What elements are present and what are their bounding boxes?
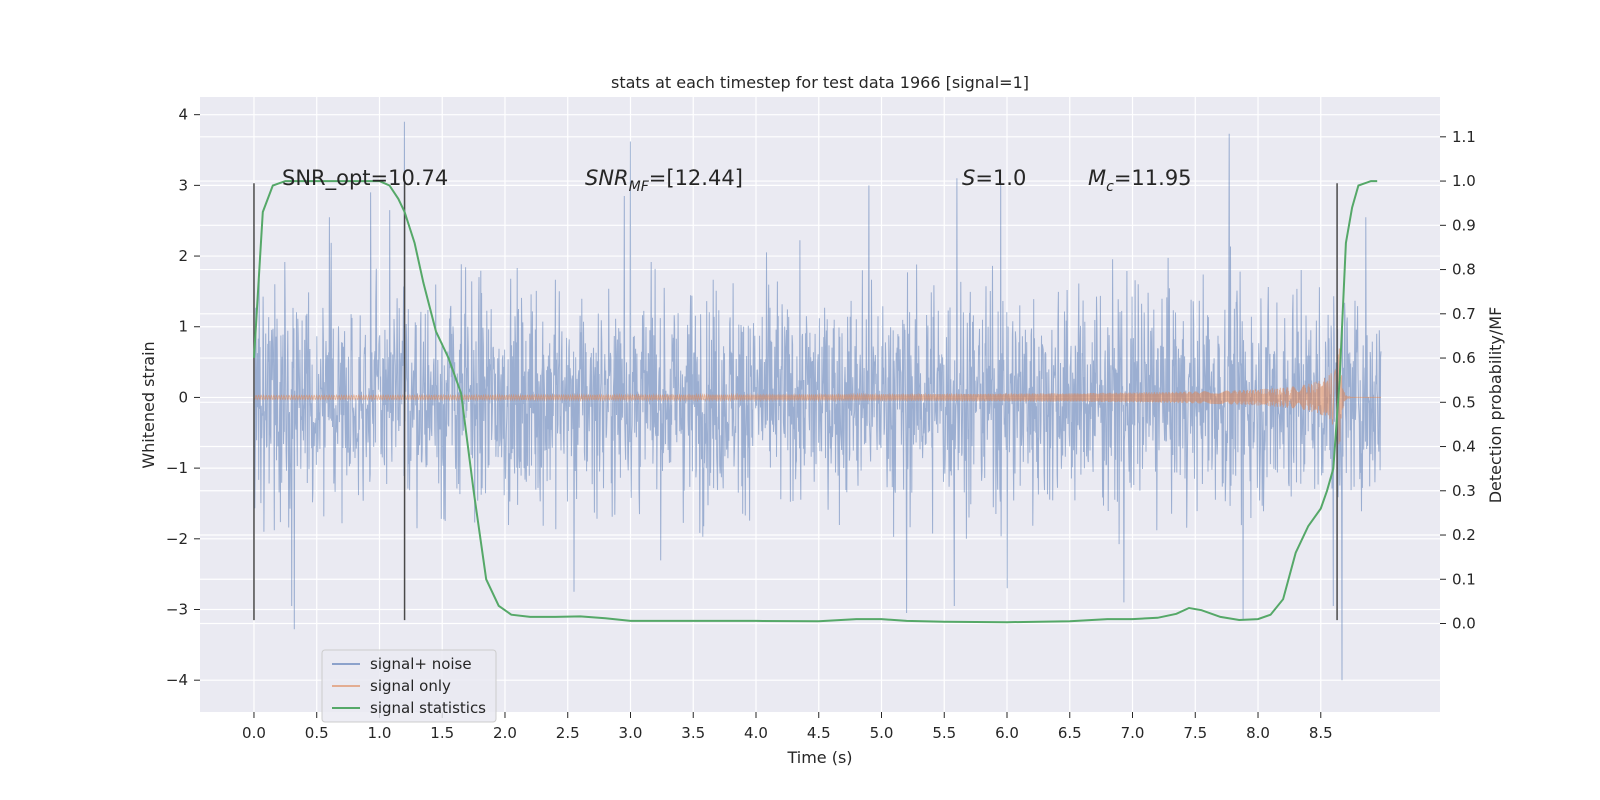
y-left-tick-label: 0 [178, 388, 188, 406]
y-right-tick-label: 0.5 [1452, 393, 1476, 411]
legend: signal+ noise signal only signal statist… [321, 649, 497, 723]
mc-subscript: c [1106, 179, 1114, 195]
x-tick-label: 5.5 [932, 724, 956, 742]
annotation-mc: Mc=11.95 [1088, 166, 1192, 195]
x-tick-label: 6.0 [995, 724, 1019, 742]
y-left-tick-label: −3 [166, 601, 188, 619]
y-right-tick-label: 0.0 [1452, 615, 1476, 633]
y-left-tick-label: −1 [166, 459, 188, 477]
legend-box [321, 649, 497, 723]
x-tick-label: 7.5 [1183, 724, 1207, 742]
x-tick-label: 2.5 [556, 724, 580, 742]
x-tick-label: 1.5 [430, 724, 454, 742]
mc-value: =11.95 [1114, 166, 1192, 190]
y-right-tick-label: 0.4 [1452, 438, 1476, 456]
mc-base: M [1088, 166, 1106, 190]
y-left-tick-label: 4 [178, 106, 188, 124]
x-tick-label: 8.5 [1309, 724, 1333, 742]
x-axis-ticks: 0.0 0.5 1.0 1.5 2.0 2.5 3.0 3.5 4.0 4.5 5.0 5.5 6.0 6… [242, 712, 1333, 742]
y-right-tick-label: 0.8 [1452, 261, 1476, 279]
y-right-axis-ticks: 0.0 0.1 0.2 0.3 0.4 0.5 0.6 0.7 0.8 0.9 1.0 1.1 [1440, 128, 1476, 633]
x-tick-label: 4.0 [744, 724, 768, 742]
x-axis-label: Time (s) [786, 748, 852, 767]
y-right-tick-label: 0.7 [1452, 305, 1476, 323]
y-right-tick-label: 0.1 [1452, 570, 1476, 588]
y-left-tick-label: 1 [178, 318, 188, 336]
x-tick-label: 1.0 [368, 724, 392, 742]
x-tick-label: 8.0 [1246, 724, 1270, 742]
signal-only-line [253, 348, 1381, 445]
legend-label-signal-only: signal only [370, 677, 451, 695]
y-right-tick-label: 1.1 [1452, 128, 1476, 146]
y-right-tick-label: 0.9 [1452, 216, 1476, 234]
x-tick-label: 7.0 [1121, 724, 1145, 742]
y-left-tick-label: −2 [166, 530, 188, 548]
y-left-tick-label: 2 [178, 247, 188, 265]
snr-mf-value: =[12.44] [649, 166, 743, 190]
y-right-tick-label: 0.2 [1452, 526, 1476, 544]
annotation-snr-mf: SNRMF=[12.44] [585, 166, 743, 195]
signal-plus-noise-line [253, 121, 1382, 681]
x-tick-label: 5.0 [870, 724, 894, 742]
y-left-tick-label: 3 [178, 176, 188, 194]
x-tick-label: 3.0 [619, 724, 643, 742]
s-value: =1.0 [975, 166, 1026, 190]
signal-statistics-line [253, 180, 1378, 624]
annotation-s: S=1.0 [962, 166, 1026, 190]
snr-mf-subscript: MF [629, 179, 650, 195]
s-symbol: S [962, 166, 975, 190]
chart-title: stats at each timestep for test data 196… [611, 73, 1029, 92]
y-left-tick-label: −4 [166, 671, 188, 689]
y-right-tick-label: 1.0 [1452, 172, 1476, 190]
y-axis-right-label: Detection probability/MF [1486, 307, 1505, 504]
y-right-tick-label: 0.3 [1452, 482, 1476, 500]
annotation-snr-opt: SNR_opt=10.74 [282, 166, 448, 191]
snr-mf-base: SNR [585, 166, 629, 190]
data-layer [253, 121, 1382, 681]
x-tick-label: 0.5 [305, 724, 329, 742]
y-axis-left-label: Whitened strain [139, 341, 158, 468]
legend-label-signal-plus-noise: signal+ noise [370, 655, 472, 673]
x-tick-label: 0.0 [242, 724, 266, 742]
legend-label-signal-statistics: signal statistics [370, 699, 486, 717]
x-tick-label: 2.0 [493, 724, 517, 742]
y-left-axis-ticks: −4 −3 −2 −1 0 1 2 3 4 [166, 106, 200, 689]
x-tick-label: 4.5 [807, 724, 831, 742]
x-tick-label: 3.5 [681, 724, 705, 742]
y-right-tick-label: 0.6 [1452, 349, 1476, 367]
x-tick-label: 6.5 [1058, 724, 1082, 742]
